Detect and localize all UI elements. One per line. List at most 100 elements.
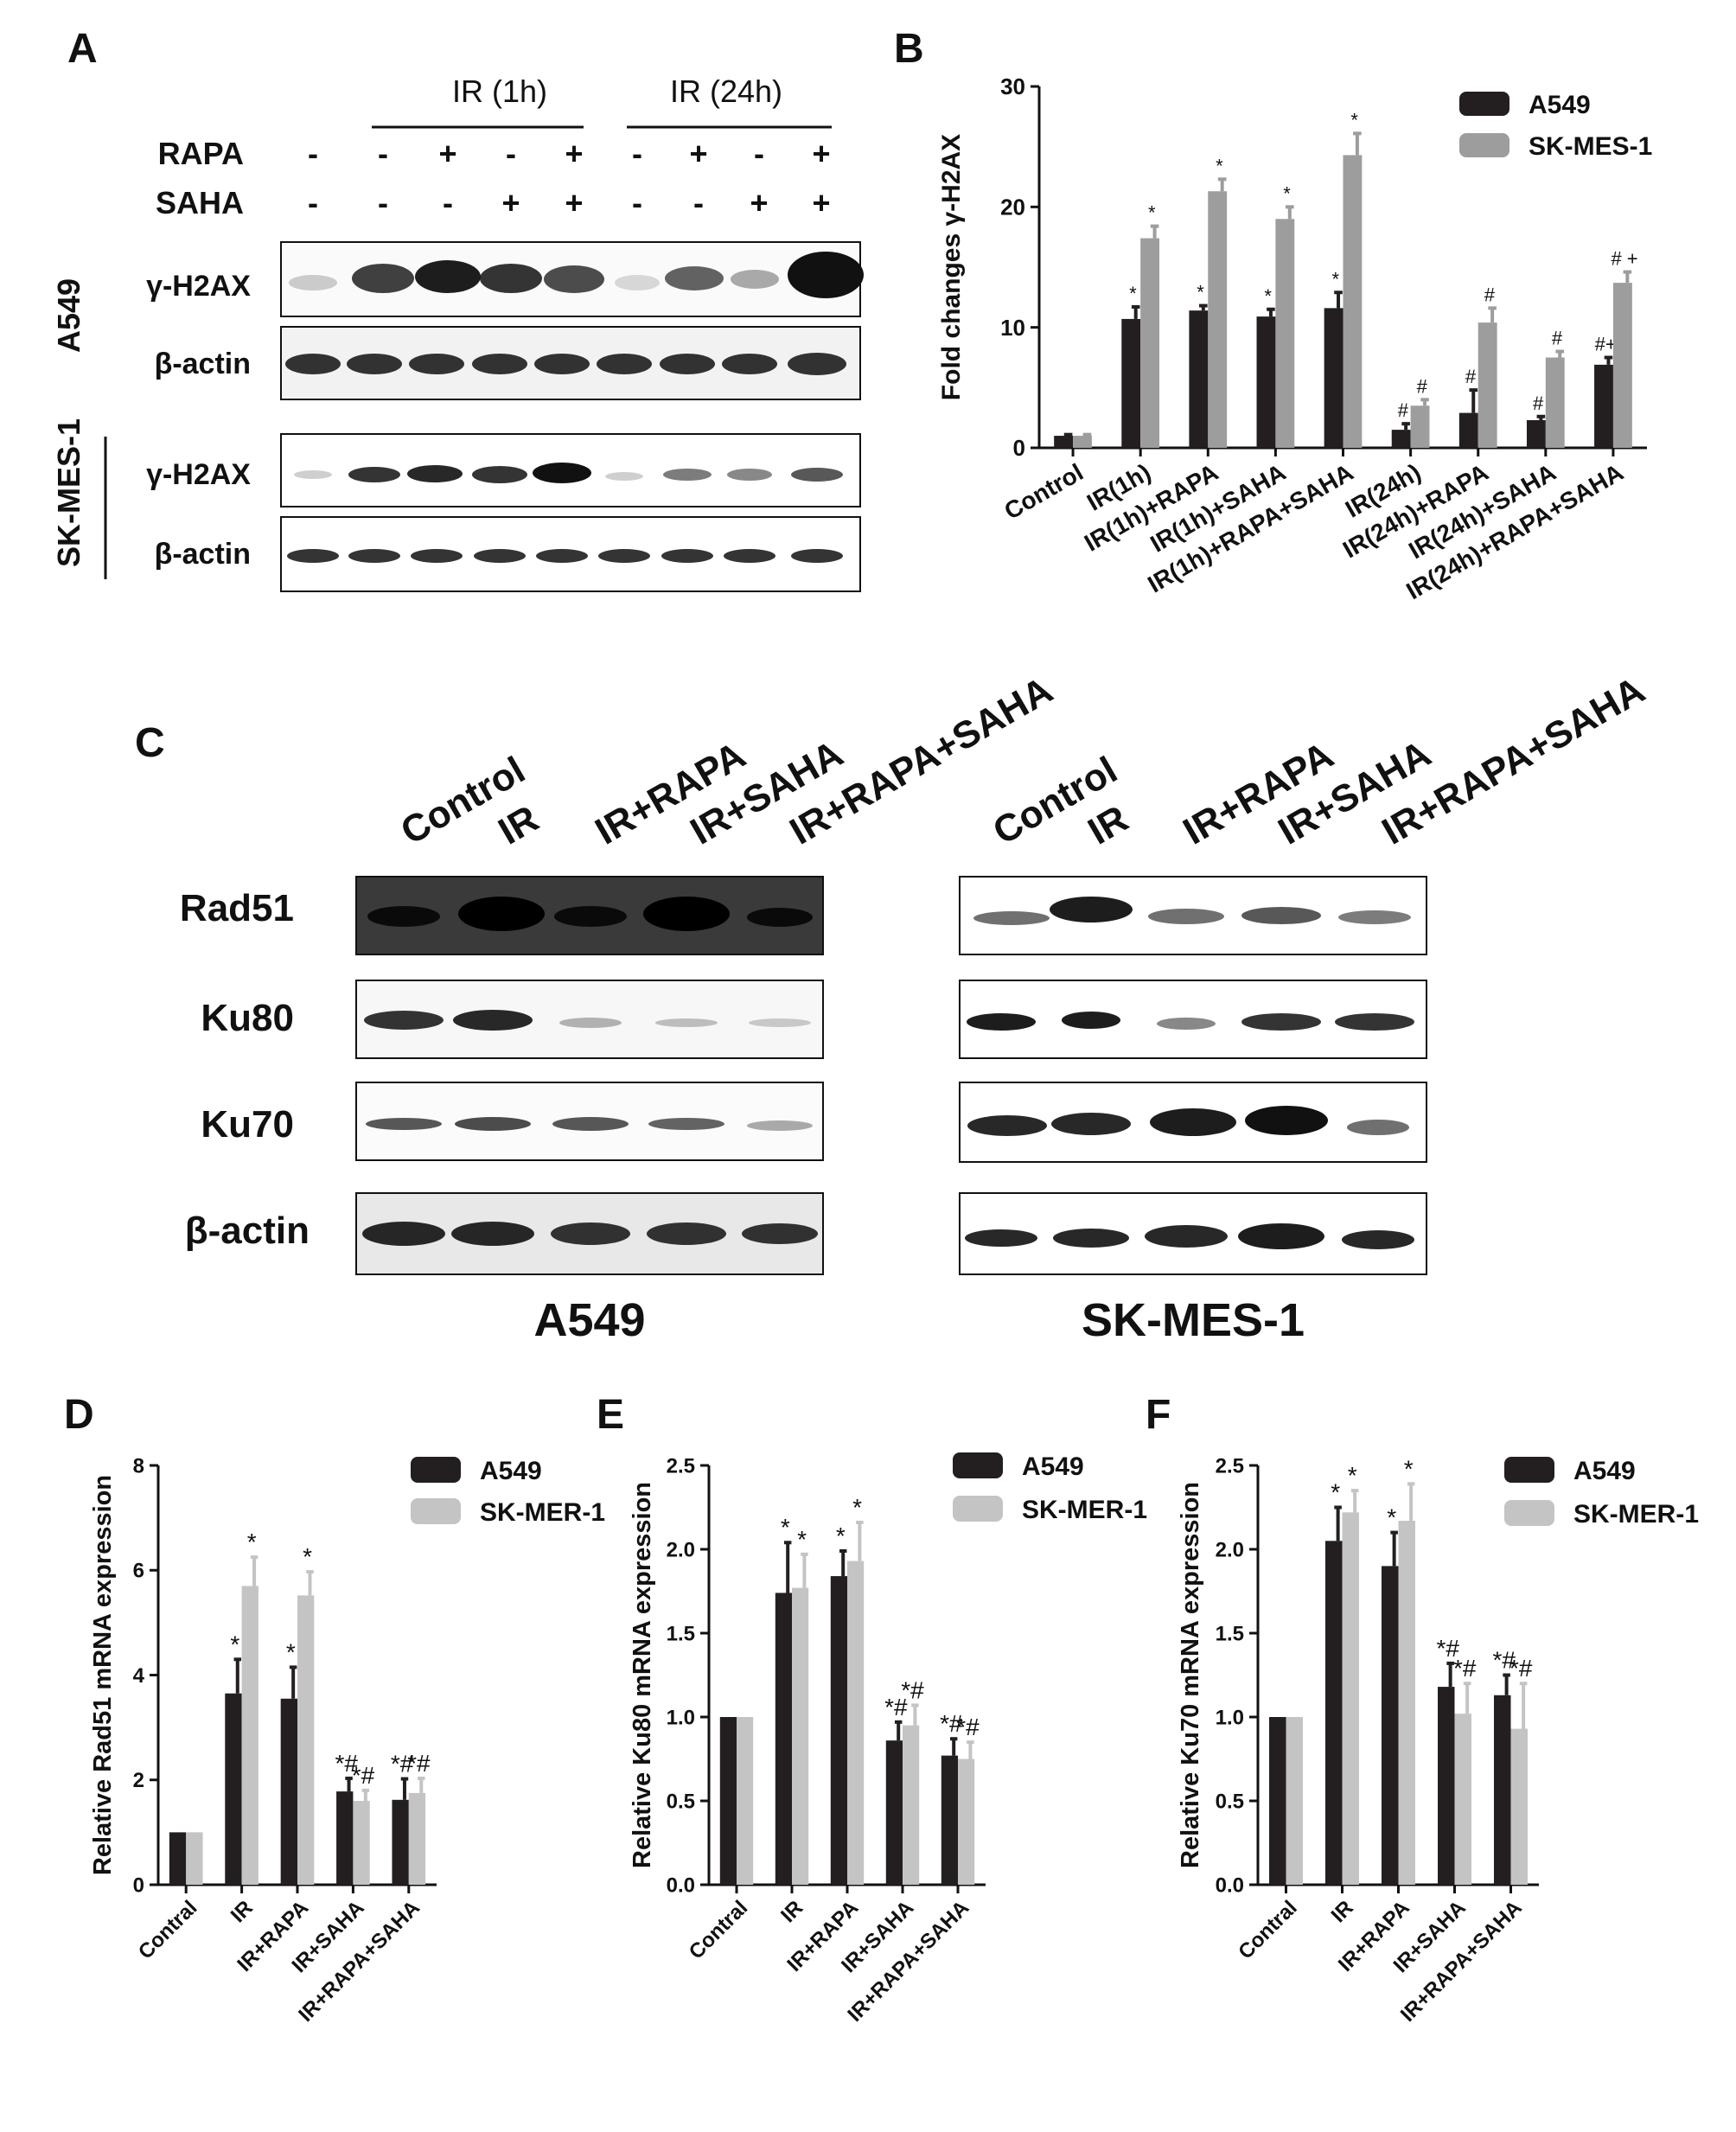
legend-swatch — [953, 1496, 1003, 1522]
protein-label-ku80: Ku80 — [201, 997, 294, 1039]
x-tick-label: Contral — [134, 1896, 201, 1963]
bar — [1478, 322, 1497, 448]
y-axis-label: Relative Rad51 mRNA expression — [89, 1475, 117, 1875]
blot-label-beta-actin-a549: β-actin — [155, 348, 251, 380]
treatment-sign-grid: - - + - + - + - + - - - + + - - + + — [308, 136, 831, 220]
bar — [1073, 436, 1092, 448]
significance-label: * — [1331, 1479, 1340, 1506]
bar — [297, 1595, 315, 1885]
bar — [336, 1791, 354, 1885]
rapa-sign: - — [754, 136, 764, 171]
y-tick-label: 0.0 — [667, 1873, 695, 1897]
bar — [241, 1586, 258, 1885]
significance-label: * — [852, 1494, 862, 1521]
panel-d-letter: D — [64, 1392, 94, 1438]
significance-label: # — [1552, 328, 1563, 349]
significance-label: *# — [956, 1714, 980, 1740]
blot-gamma-h2ax-a549 — [280, 241, 864, 317]
row-label-saha: SAHA — [156, 185, 244, 220]
significance-label: *# — [335, 1750, 358, 1777]
x-tick-label: Control — [999, 458, 1088, 525]
significance-label: * — [303, 1543, 312, 1570]
bar — [1410, 405, 1430, 448]
saha-sign: - — [443, 185, 453, 220]
legend-swatch — [411, 1457, 461, 1483]
bar — [1594, 364, 1613, 448]
x-tick-label: IR — [776, 1896, 807, 1927]
significance-label: # — [1533, 393, 1544, 414]
blot-beta-actin-skmes — [280, 516, 861, 592]
legend-swatch — [411, 1498, 461, 1524]
y-tick-label: 2.0 — [1216, 1538, 1244, 1561]
bar — [1269, 1717, 1286, 1885]
group-label-ir-1h: IR (1h) — [452, 73, 547, 109]
bar — [941, 1755, 958, 1885]
group-label-ir-24h: IR (24h) — [670, 73, 782, 109]
y-tick-label: 1.0 — [667, 1706, 695, 1729]
significance-label: * — [1348, 1462, 1357, 1489]
bar — [1526, 419, 1546, 448]
saha-sign: - — [308, 185, 318, 220]
bar — [408, 1792, 426, 1885]
significance-label: *# — [407, 1750, 431, 1777]
blot-rad51-skmes — [959, 876, 1427, 955]
legend-swatch — [1504, 1500, 1554, 1526]
panel-f: F 0.0 0.5 1.0 1.5 2.0 2.5 Relative Ku70 mRNA e… — [1146, 1392, 1699, 2027]
lane-label: IR — [492, 797, 546, 852]
legend-label: SK-MER-1 — [1573, 1500, 1699, 1529]
blot-label-gamma-h2ax-a549: γ-H2AX — [146, 270, 251, 303]
saha-sign: + — [501, 185, 520, 220]
significance-label: # — [1484, 284, 1496, 305]
y-tick-label: 4 — [133, 1664, 145, 1688]
bar — [1494, 1695, 1511, 1885]
significance-label: * — [1331, 268, 1339, 290]
chart-e: 0.0 0.5 1.0 1.5 2.0 2.5 Relative Ku80 mRNA exp… — [629, 1452, 1147, 2027]
significance-label: *# — [1453, 1655, 1477, 1682]
y-axis-label: Relative Ku70 mRNA expression — [1177, 1482, 1204, 1868]
x-tick-label: IR — [227, 1896, 258, 1927]
significance-label: * — [1387, 1504, 1396, 1531]
rapa-sign: - — [308, 136, 318, 171]
x-tick-label: Contral — [1234, 1896, 1301, 1963]
saha-sign: - — [693, 185, 704, 220]
bar — [719, 1717, 737, 1885]
blot-label-gamma-h2ax-skmes: γ-H2AX — [146, 458, 251, 491]
row-label-rapa: RAPA — [158, 136, 244, 171]
bar — [1256, 316, 1276, 448]
chart-f: 0.0 0.5 1.0 1.5 2.0 2.5 Relative Ku70 mRNA exp… — [1177, 1454, 1699, 2027]
legend-swatch — [953, 1452, 1003, 1478]
y-tick-label: 0 — [133, 1873, 144, 1897]
protein-label-beta-actin: β-actin — [185, 1210, 310, 1252]
significance-label: *# — [940, 1710, 963, 1737]
significance-label: # — [1417, 375, 1428, 397]
panel-e: E 0.0 0.5 1.0 1.5 2.0 2.5 Relative Ku80 mRNA e… — [597, 1392, 1147, 2027]
significance-label: * — [1283, 182, 1291, 204]
legend-label: A549 — [480, 1457, 542, 1485]
bar — [1286, 1717, 1303, 1885]
significance-label: #+ — [1595, 334, 1617, 355]
blot-ku80-a549 — [355, 980, 824, 1059]
y-tick-label: 0.5 — [1216, 1790, 1244, 1813]
bar — [225, 1693, 242, 1885]
significance-label: *# — [391, 1751, 414, 1778]
y-tick-label: 2.0 — [667, 1538, 695, 1561]
bar — [1391, 430, 1411, 448]
bar — [1275, 219, 1295, 448]
significance-label: *# — [1509, 1655, 1533, 1682]
blot-ku70-skmes — [959, 1082, 1427, 1163]
bar — [1189, 310, 1209, 448]
significance-label: *# — [901, 1676, 924, 1703]
bar — [775, 1593, 792, 1885]
significance-label: * — [781, 1514, 790, 1541]
significance-label: *# — [352, 1762, 375, 1789]
blot-caption-sk-mes-1: SK-MES-1 — [1082, 1294, 1305, 1346]
saha-sign: + — [565, 185, 583, 220]
y-tick-label: 30 — [1000, 73, 1025, 99]
rapa-sign: - — [378, 136, 388, 171]
significance-label: # + — [1611, 248, 1637, 270]
y-axis-label: Fold changes γ-H2AX — [937, 134, 966, 400]
y-tick-label: 1.5 — [667, 1622, 695, 1645]
